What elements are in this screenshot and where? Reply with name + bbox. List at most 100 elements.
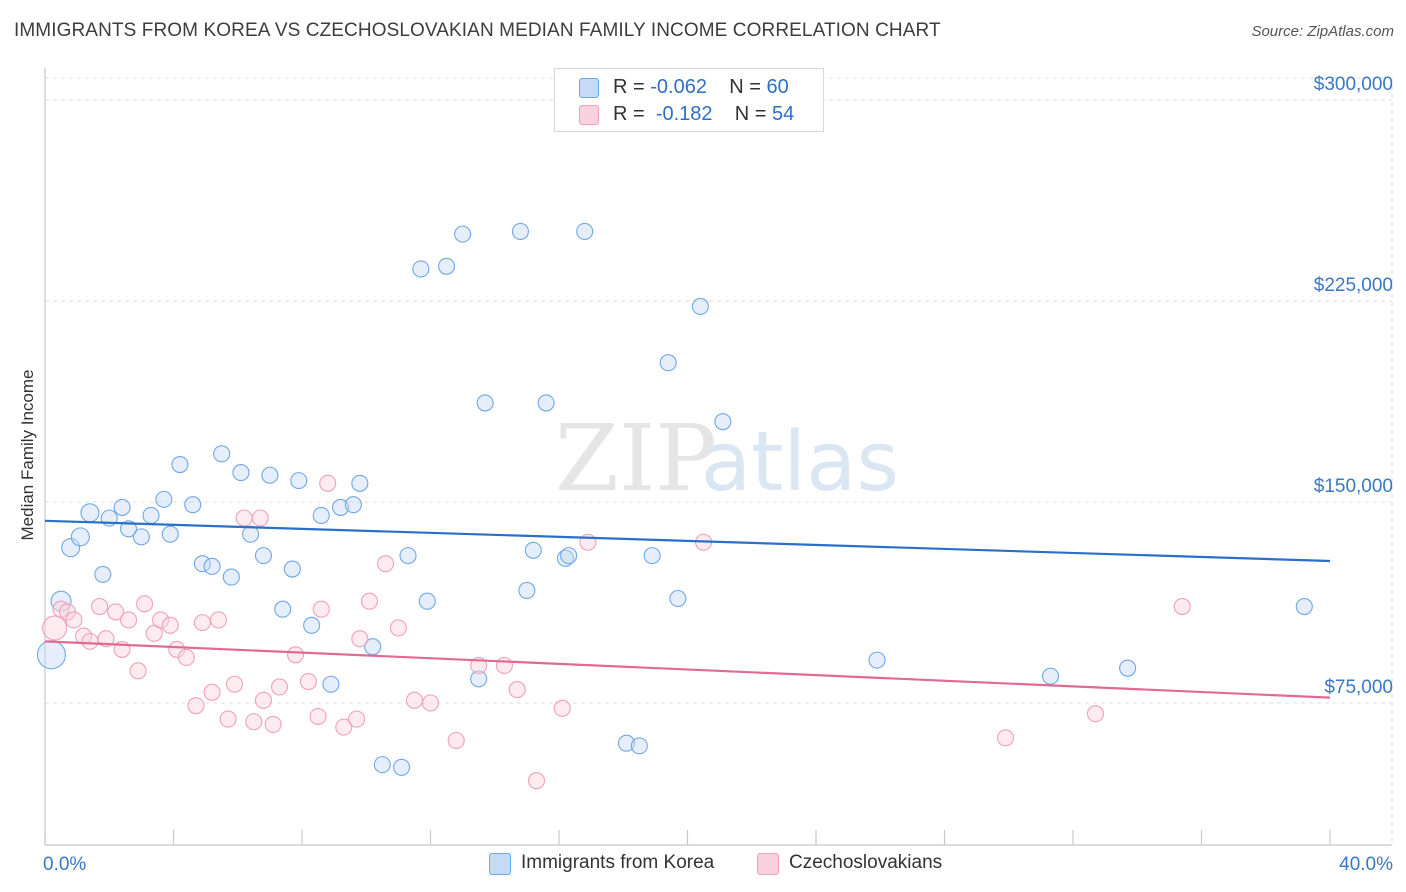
bottom-legend-label-czech: Czechoslovakians [789,852,943,873]
czech-point-21 [209,611,228,629]
korea-point-14 [184,496,202,514]
czech-point-12 [136,595,154,613]
korea-point-49 [617,734,636,752]
czech-point-35 [335,718,353,736]
y-tick-label-0: $75,000 [1324,677,1393,698]
czech-point-7 [97,630,115,648]
czech-point-29 [270,678,289,696]
czech-point-17 [177,648,195,666]
korea-point-30 [344,496,362,514]
czech-point-11 [129,662,147,680]
czech-point-5 [81,632,99,650]
czech-point-27 [254,691,273,709]
korea-point-15 [193,555,211,573]
czech-point-0 [42,615,68,641]
korea-point-33 [373,756,391,774]
y-axis-label: Median Family Income [18,369,37,540]
czech-point-47 [527,772,546,790]
czech-point-39 [376,555,395,573]
korea-point-23 [274,600,292,618]
legend-stats-korea: R = -0.062 N = 60 [613,76,789,98]
stats-legend: R = -0.062 N = 60 R = -0.182 N = 54 [554,68,824,132]
korea-point-54 [691,297,709,316]
korea-point-40 [470,670,488,688]
korea-point-29 [331,498,350,516]
korea-point-51 [643,547,661,565]
axes [44,68,1392,846]
czech-point-31 [299,673,317,691]
korea-point-12 [161,525,179,543]
czech-point-38 [360,592,379,610]
czech-point-30 [287,646,305,664]
korea-trend-line [44,519,1331,563]
czech-point-3 [65,611,83,629]
x-tick-labels: 0.0% 40.0% [43,854,1393,875]
korea-point-36 [412,260,430,278]
czech-point-8 [107,603,125,621]
korea-point-50 [630,737,648,755]
chart-title: IMMIGRANTS FROM KOREA VS CZECHOSLOVAKIAN… [14,20,941,41]
korea-point-43 [518,581,536,600]
korea-point-35 [399,547,417,565]
czech-point-42 [421,694,440,712]
x-tick-label-1: 40.0% [1339,854,1393,875]
bottom-legend-label-korea: Immigrants from Korea [521,852,715,873]
korea-point-28 [322,675,340,693]
korea-point-38 [438,257,456,275]
korea-point-0 [36,640,66,670]
czech-point-19 [193,614,211,632]
korea-point-9 [132,528,150,546]
korea-point-5 [94,565,112,583]
korea-point-18 [222,568,240,586]
korea-point-34 [393,758,411,776]
trend-lines [44,519,1331,699]
korea-point-3 [70,527,90,547]
korea-point-45 [537,394,555,412]
korea-point-44 [524,541,542,559]
czech-point-41 [405,691,423,709]
czech-point-22 [219,710,237,728]
legend-stats-czech: R = -0.182 N = 54 [613,103,795,125]
korea-point-47 [560,547,578,565]
czech-point-40 [389,619,407,637]
y-tick-label-2: $225,000 [1314,275,1393,296]
czech-point-25 [245,713,263,731]
y-tick-labels: $75,000 $150,000 $225,000 $300,000 [1314,74,1393,698]
czech-point-15 [161,616,179,634]
korea-point-53 [669,589,687,608]
czech-point-53 [1173,597,1191,616]
korea-point-27 [312,506,330,524]
czech-point-10 [119,611,138,629]
korea-point-4 [80,503,100,523]
korea-point-2 [61,538,81,558]
korea-point-24 [283,560,301,578]
czech-point-28 [264,715,282,733]
watermark-atlas: atlas [701,415,899,510]
korea-point-8 [119,520,138,538]
korea-point-7 [113,498,131,516]
korea-point-10 [142,506,160,524]
czech-point-23 [225,675,244,693]
bottom-legend-swatch-czech [757,853,779,875]
czech-point-20 [203,683,221,701]
korea-point-37 [418,592,436,610]
korea-point-57 [1041,667,1060,685]
czech-point-36 [348,710,366,728]
czech-point-46 [508,681,526,699]
korea-point-55 [714,413,732,431]
series-czech-points [42,474,1191,790]
legend-swatch-czech [579,105,599,125]
czech-point-18 [187,697,205,715]
czech-point-24 [235,509,253,527]
korea-point-16 [203,557,221,575]
korea-point-52 [659,354,677,372]
czech-point-48 [553,699,571,717]
czech-point-14 [152,611,170,629]
korea-point-39 [454,225,472,243]
korea-point-21 [254,547,273,565]
korea-point-48 [576,222,594,240]
czech-point-26 [251,509,269,527]
korea-point-59 [1295,597,1313,616]
korea-point-46 [556,549,574,567]
